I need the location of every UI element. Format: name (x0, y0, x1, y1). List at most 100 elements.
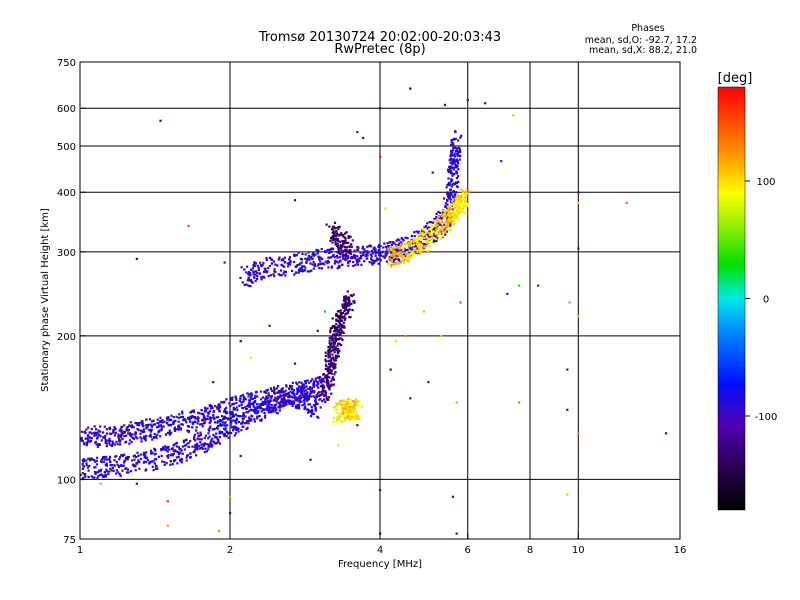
data-point (418, 252, 422, 255)
data-point (455, 401, 458, 404)
data-point (449, 165, 452, 168)
data-point (329, 360, 332, 363)
data-point (324, 376, 327, 379)
data-point (351, 412, 354, 415)
data-point (237, 430, 240, 433)
data-point (411, 249, 414, 252)
data-point (423, 236, 426, 239)
data-point (337, 261, 340, 264)
data-point (134, 433, 137, 436)
data-point (96, 477, 99, 480)
data-point (244, 415, 247, 418)
data-point (401, 259, 404, 262)
data-point (149, 433, 152, 436)
data-point (457, 204, 460, 207)
data-point (449, 204, 452, 207)
data-point (379, 489, 382, 492)
data-point (208, 426, 211, 429)
data-point (332, 229, 335, 232)
data-point (259, 419, 262, 422)
data-point (86, 441, 89, 444)
data-point (291, 402, 295, 405)
data-point (308, 270, 311, 273)
data-point (350, 399, 353, 402)
data-point (304, 382, 308, 385)
data-point (292, 393, 295, 396)
data-point (327, 248, 330, 251)
data-point (115, 440, 118, 443)
data-point (96, 456, 99, 459)
data-point (110, 469, 113, 472)
data-point (119, 443, 122, 446)
data-point (235, 398, 238, 401)
data-point (139, 432, 142, 435)
data-point (396, 252, 399, 255)
data-point (328, 371, 331, 374)
data-point (166, 418, 169, 421)
data-point (299, 390, 302, 394)
data-point (298, 400, 301, 403)
data-point (334, 328, 337, 331)
data-point (318, 394, 321, 397)
data-point (185, 459, 188, 462)
data-point (338, 318, 342, 321)
data-point (131, 425, 135, 429)
data-point (215, 442, 218, 445)
data-point (314, 398, 317, 401)
data-point (207, 411, 210, 414)
data-point (338, 320, 341, 323)
data-point (251, 415, 254, 418)
data-point (324, 351, 327, 354)
data-point (339, 240, 342, 243)
data-point (409, 87, 412, 90)
data-point (428, 232, 431, 235)
data-point (373, 248, 376, 251)
data-point (195, 454, 198, 457)
data-point (416, 251, 419, 254)
data-point (111, 466, 114, 469)
data-point (203, 437, 206, 440)
data-point (335, 318, 338, 321)
data-point (218, 410, 221, 413)
data-point (236, 427, 239, 430)
data-point (337, 417, 340, 420)
colorbar-tick-label: 100 (756, 177, 775, 188)
data-point (455, 214, 458, 217)
data-point (251, 267, 254, 270)
data-point (335, 327, 338, 330)
data-point (170, 423, 173, 426)
data-point (218, 404, 221, 407)
data-point (253, 261, 256, 264)
data-point (333, 366, 336, 369)
data-point (167, 423, 170, 427)
data-point (108, 458, 111, 461)
data-point (209, 441, 212, 444)
data-point (379, 259, 382, 262)
data-point (312, 390, 316, 393)
data-point (340, 325, 343, 328)
data-point (275, 403, 278, 406)
data-point (340, 248, 343, 251)
data-point (218, 430, 221, 433)
data-point (293, 199, 297, 202)
data-point (96, 445, 99, 448)
data-point (328, 339, 331, 342)
data-point (263, 390, 266, 393)
data-point (358, 417, 361, 421)
data-point (338, 256, 341, 259)
data-point (398, 251, 401, 254)
data-point (331, 247, 334, 250)
data-point (410, 239, 413, 242)
data-point (337, 355, 340, 358)
data-point (235, 419, 238, 422)
data-point (413, 247, 416, 250)
data-point (331, 356, 335, 359)
data-point (135, 456, 138, 459)
data-point (336, 267, 339, 270)
data-point (324, 363, 328, 366)
data-point (200, 423, 204, 426)
data-point (367, 251, 370, 254)
data-point (128, 439, 131, 442)
data-point (278, 396, 281, 399)
data-point (152, 423, 155, 426)
